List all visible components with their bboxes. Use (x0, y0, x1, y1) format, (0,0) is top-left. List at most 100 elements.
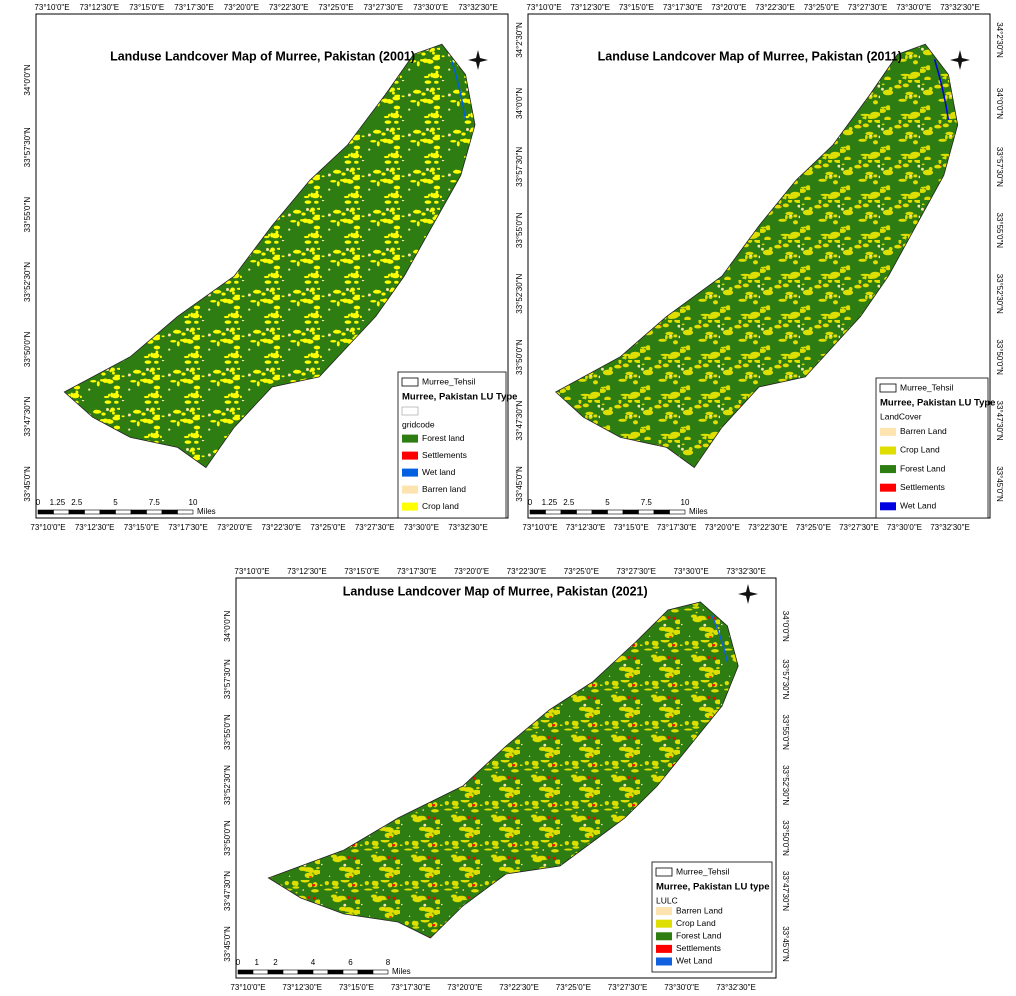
bottom-tick-label: 73°25'0"E (310, 523, 345, 532)
left-tick-label: 33°47'30"N (223, 871, 232, 911)
legend-swatch (656, 919, 672, 928)
study-area (63, 43, 476, 469)
left-tick-label: 34°0'0"N (515, 88, 524, 119)
river (450, 59, 467, 120)
bottom-tick-label: 73°22'30"E (748, 523, 788, 532)
legend-label: Barren Land (676, 905, 723, 915)
scale-label: 1 (255, 958, 260, 967)
legend-label: Settlements (676, 943, 721, 953)
bottom-tick-label: 73°17'30"E (657, 523, 697, 532)
legend-label: Crop land (422, 501, 459, 511)
top-tick-label: 73°27'30"E (616, 567, 656, 576)
right-tick-label: 33°45'0"N (781, 926, 790, 962)
bottom-tick-label: 73°20'0"E (447, 983, 482, 992)
map-title: Landuse Landcover Map of Murree, Pakista… (343, 584, 648, 598)
left-tick-label: 33°47'30"N (515, 400, 524, 440)
legend-label: Wet Land (676, 956, 713, 966)
right-tick-label: 33°50'0"N (781, 820, 790, 856)
right-tick-label: 33°57'30"N (995, 147, 1004, 187)
legend-swatch (880, 502, 896, 511)
left-tick-label: 34°0'0"N (223, 610, 232, 641)
scale-segment (53, 509, 70, 515)
north-arrow (468, 50, 488, 70)
scale-label: 0 (528, 498, 533, 507)
scale-label: 5 (113, 498, 118, 507)
bottom-tick-label: 73°32'30"E (930, 523, 970, 532)
right-tick-label: 33°55'0"N (995, 212, 1004, 248)
legend-boundary-swatch (401, 377, 419, 387)
top-tick-label: 73°10'0"E (34, 3, 69, 12)
scale-segment (669, 509, 686, 515)
left-tick-label: 33°50'0"N (223, 820, 232, 856)
top-tick-label: 73°22'30"E (269, 3, 309, 12)
bottom-tick-label: 73°12'30"E (282, 983, 322, 992)
scale-segment (99, 509, 116, 515)
bottom-tick-label: 73°15'0"E (124, 523, 159, 532)
top-tick-label: 73°25'0"E (318, 3, 353, 12)
top-tick-label: 73°25'0"E (564, 567, 599, 576)
right-tick-label: 34°0'0"N (995, 88, 1004, 119)
right-tick-label: 33°52'30"N (995, 274, 1004, 314)
scale-segment (638, 509, 655, 515)
scale-segment (146, 509, 163, 515)
scale-label: 0 (236, 958, 241, 967)
left-tick-label: 33°45'0"N (515, 466, 524, 502)
scale-unit: Miles (689, 507, 708, 516)
left-tick-label: 33°45'0"N (223, 926, 232, 962)
legend-swatch (880, 465, 896, 474)
legend-swatch (656, 944, 672, 953)
top-tick-label: 73°17'30"E (397, 567, 437, 576)
legend-swatch (402, 434, 418, 443)
right-tick-label: 33°52'30"N (781, 765, 790, 805)
bottom-tick-label: 73°12'30"E (566, 523, 606, 532)
scale-label: 10 (681, 498, 690, 507)
legend-swatch (880, 446, 896, 455)
top-tick-label: 73°20'0"E (224, 3, 259, 12)
legend-swatch (656, 957, 672, 966)
bottom-tick-label: 73°20'0"E (705, 523, 740, 532)
scale-label: 8 (386, 958, 391, 967)
top-tick-label: 73°30'0"E (896, 3, 931, 12)
legend-swatch (402, 485, 418, 494)
bottom-tick-label: 73°22'30"E (499, 983, 539, 992)
left-tick-label: 34°0'0"N (23, 64, 32, 95)
right-tick-label: 33°47'30"N (995, 401, 1004, 441)
top-tick-label: 73°32'30"E (940, 3, 980, 12)
scale-unit: Miles (392, 967, 411, 976)
top-tick-label: 73°22'30"E (507, 567, 547, 576)
left-tick-label: 33°47'30"N (23, 396, 32, 436)
scale-label: 0 (36, 498, 41, 507)
legend-swatch (402, 468, 418, 477)
left-tick-label: 33°50'0"N (23, 331, 32, 367)
left-tick-label: 34°2'30"N (515, 22, 524, 58)
top-tick-label: 73°20'0"E (711, 3, 746, 12)
scale-label: 4 (311, 958, 316, 967)
left-tick-label: 33°55'0"N (515, 212, 524, 248)
scale-segment (653, 509, 670, 515)
north-arrow (950, 50, 970, 70)
bottom-tick-label: 73°10'0"E (30, 523, 65, 532)
bottom-tick-label: 73°15'0"E (339, 983, 374, 992)
map-panel: Landuse Landcover Map of Murree, Pakista… (515, 3, 1004, 532)
top-tick-label: 73°15'0"E (129, 3, 164, 12)
scale-segment (560, 509, 577, 515)
legend-layer: Murree, Pakistan LU Type (880, 398, 995, 409)
scale-label: 7.5 (149, 498, 161, 507)
bottom-tick-label: 73°32'30"E (448, 523, 488, 532)
scale-unit: Miles (197, 507, 216, 516)
legend-label: Settlements (422, 450, 467, 460)
top-tick-label: 73°32'30"E (458, 3, 498, 12)
scale-segment (342, 969, 359, 975)
scale-segment (282, 969, 299, 975)
bottom-tick-label: 73°25'0"E (796, 523, 831, 532)
scale-segment (372, 969, 389, 975)
bottom-tick-label: 73°27'30"E (608, 983, 648, 992)
legend-boundary: Murree_Tehsil (900, 382, 953, 392)
scale-segment (529, 509, 546, 515)
top-tick-label: 73°27'30"E (364, 3, 404, 12)
legend-field: LULC (656, 895, 678, 905)
bottom-tick-label: 73°22'30"E (262, 523, 302, 532)
legend-swatch (880, 427, 896, 436)
legend-boundary: Murree_Tehsil (676, 866, 729, 876)
